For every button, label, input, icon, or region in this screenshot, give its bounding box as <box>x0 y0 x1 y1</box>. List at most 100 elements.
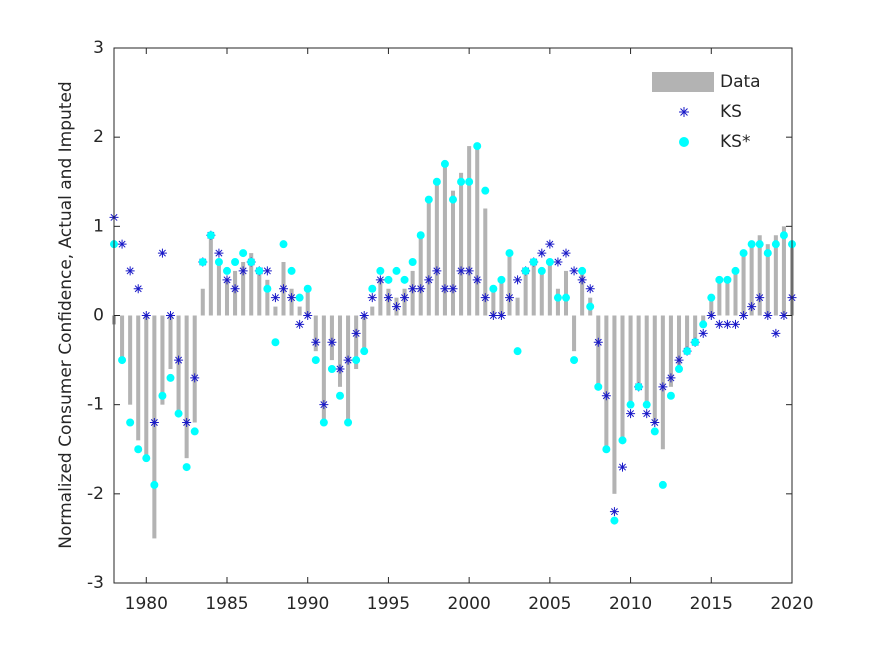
ks-marker <box>117 239 127 249</box>
bar <box>168 315 173 369</box>
bar <box>241 262 246 316</box>
ks-star-marker <box>134 445 143 454</box>
ks-marker <box>190 373 200 383</box>
ks-star-marker <box>586 302 595 311</box>
ks-star-marker <box>755 240 764 249</box>
x-tick-label: 1980 <box>125 594 168 614</box>
ks-star-marker <box>327 365 336 373</box>
ks-star-marker <box>521 266 530 275</box>
ks-marker <box>448 284 458 294</box>
ks-star-marker <box>570 356 579 365</box>
ks-star-marker <box>182 463 191 472</box>
ks-star-marker <box>666 391 675 400</box>
ks-marker <box>747 302 757 312</box>
y-tick-label: -2 <box>87 484 104 504</box>
ks-marker <box>537 248 547 258</box>
bar <box>200 288 205 316</box>
ks-star-marker <box>174 409 183 418</box>
ks-star-marker <box>529 258 538 266</box>
ks-marker <box>771 328 781 338</box>
ks-star-marker <box>376 266 385 275</box>
x-tick-label: 2020 <box>770 594 813 614</box>
ks-marker <box>513 275 523 285</box>
bar <box>507 253 512 316</box>
bar <box>749 244 754 316</box>
bar <box>644 315 649 405</box>
ks-star-marker <box>360 347 369 356</box>
ks-marker <box>739 311 749 320</box>
ks-star-marker <box>400 275 409 284</box>
ks-star-marker <box>190 427 199 436</box>
ks-marker <box>367 293 377 303</box>
ks-marker <box>505 293 514 303</box>
bar <box>539 270 544 316</box>
bar <box>418 235 423 316</box>
bar <box>249 253 254 316</box>
ks-star-marker <box>562 293 570 302</box>
ks-star-marker <box>578 266 587 275</box>
bar <box>128 315 133 405</box>
bar <box>370 306 375 316</box>
bar <box>685 315 690 352</box>
bar <box>434 181 439 316</box>
ks-marker <box>383 293 393 303</box>
legend-marker <box>679 107 689 117</box>
ks-star-marker <box>747 240 756 249</box>
ks-marker <box>408 284 418 294</box>
ks-star-marker <box>247 258 256 266</box>
ks-marker <box>553 257 563 267</box>
bar <box>192 315 197 423</box>
bar <box>321 315 326 423</box>
ks-star-marker <box>779 231 788 240</box>
bar <box>725 279 730 316</box>
bar <box>668 315 673 387</box>
bar <box>459 172 464 316</box>
ks-marker <box>569 266 579 276</box>
y-tick-label: 0 <box>93 306 104 326</box>
ks-star-marker <box>408 258 417 266</box>
ks-marker <box>545 239 555 249</box>
ks-marker <box>618 462 627 472</box>
bar <box>273 306 278 316</box>
x-tick-label: 1990 <box>286 594 329 614</box>
ks-star-marker <box>763 249 772 258</box>
ks-star-marker <box>715 275 724 284</box>
ks-marker <box>295 319 305 329</box>
bar <box>467 146 472 316</box>
ks-marker <box>125 266 135 276</box>
bar <box>297 306 302 316</box>
x-tick-label: 2005 <box>528 594 571 614</box>
bar <box>184 315 189 459</box>
bar <box>208 235 213 316</box>
bar <box>224 279 230 316</box>
ks-star-marker <box>650 427 659 436</box>
ks-marker <box>238 266 248 276</box>
ks-marker <box>400 293 410 303</box>
bar <box>781 226 786 316</box>
ks-marker <box>593 337 603 347</box>
bar <box>450 190 456 316</box>
x-tick-label: 1985 <box>205 594 248 614</box>
bar <box>257 270 262 316</box>
ks-marker <box>440 284 450 294</box>
ks-marker <box>133 284 143 294</box>
x-tick-label: 1995 <box>367 594 410 614</box>
ks-marker <box>731 319 740 329</box>
ks-marker <box>650 418 660 427</box>
ks-star-marker <box>771 240 780 249</box>
bar <box>580 270 585 316</box>
ks-marker <box>706 311 716 320</box>
ks-marker <box>464 266 474 276</box>
bar <box>442 163 447 316</box>
ks-star-marker <box>271 338 280 347</box>
ks-marker <box>174 355 184 365</box>
ks-marker <box>319 400 329 410</box>
ks-star-marker <box>255 266 264 275</box>
ks-star-marker <box>166 373 175 382</box>
ks-star-marker <box>287 266 296 275</box>
ks-marker <box>335 364 345 374</box>
ks-star-marker <box>432 177 441 186</box>
ks-star-marker <box>707 293 716 302</box>
